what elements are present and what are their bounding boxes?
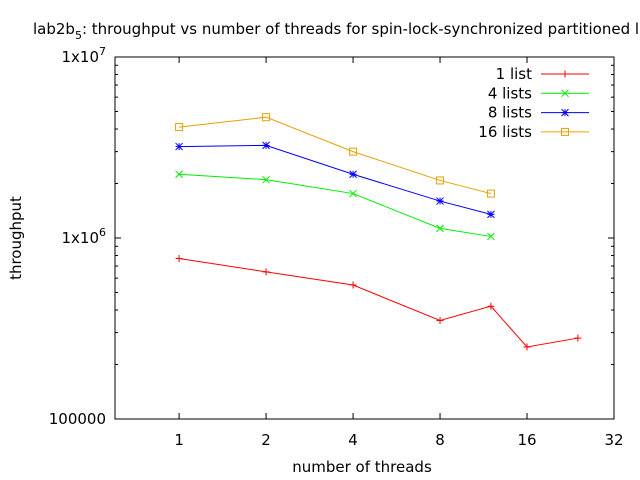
data-point (262, 113, 271, 122)
legend-label: 8 lists (488, 104, 532, 122)
series-4-lists (175, 170, 495, 241)
legend-label: 1 list (496, 65, 532, 83)
data-point (436, 176, 445, 185)
plot-frame (114, 56, 615, 420)
series-line (179, 144, 492, 215)
data-point (262, 141, 270, 150)
data-point (349, 281, 357, 289)
series-1-list (175, 255, 582, 351)
data-point (175, 255, 183, 263)
series-layer (175, 113, 582, 351)
y-tick-label: 1x107 (61, 45, 106, 66)
data-point (436, 317, 444, 325)
series-line (179, 116, 492, 195)
data-point (436, 197, 444, 205)
y-axis: 100000 1x106 1x107 (49, 45, 614, 428)
legend-label: 4 lists (488, 84, 532, 102)
data-point (175, 170, 183, 179)
x-tick-label: 16 (517, 431, 536, 449)
data-point (487, 232, 495, 241)
data-point (175, 142, 183, 151)
plot-area (114, 56, 615, 420)
data-point (262, 268, 270, 276)
series-16-lists (175, 113, 495, 198)
series-line (179, 173, 491, 237)
legend-label: 16 lists (478, 123, 532, 141)
legend-marker (561, 70, 569, 78)
x-tick-label: 8 (435, 431, 445, 449)
data-point (487, 210, 495, 219)
data-point (487, 302, 495, 310)
legend-marker (561, 89, 569, 98)
series-8-lists (175, 141, 495, 219)
data-point (349, 189, 357, 198)
data-point (262, 175, 270, 184)
y-axis-title: throughput (7, 196, 25, 280)
series-line (179, 258, 578, 348)
chart-title-subscript: 5 (75, 29, 82, 42)
y-tick-label: 1x106 (61, 226, 106, 247)
data-point (349, 147, 358, 156)
data-point (523, 343, 531, 351)
legend-marker (561, 108, 569, 117)
data-point (349, 170, 357, 179)
x-tick-label: 4 (348, 431, 358, 449)
chart-title: lab2b5: throughput vs number of threads … (33, 20, 640, 42)
data-point (436, 224, 444, 233)
y-tick-label: 100000 (49, 410, 106, 428)
data-point (486, 189, 495, 198)
x-axis-title: number of threads (292, 458, 432, 476)
legend-marker (561, 127, 569, 136)
x-axis: 1 2 4 8 16 32 (174, 57, 624, 449)
data-point (574, 334, 582, 342)
x-tick-label: 2 (261, 431, 271, 449)
data-point (175, 123, 184, 132)
x-tick-label: 1 (174, 431, 184, 449)
x-tick-label: 32 (604, 431, 623, 449)
